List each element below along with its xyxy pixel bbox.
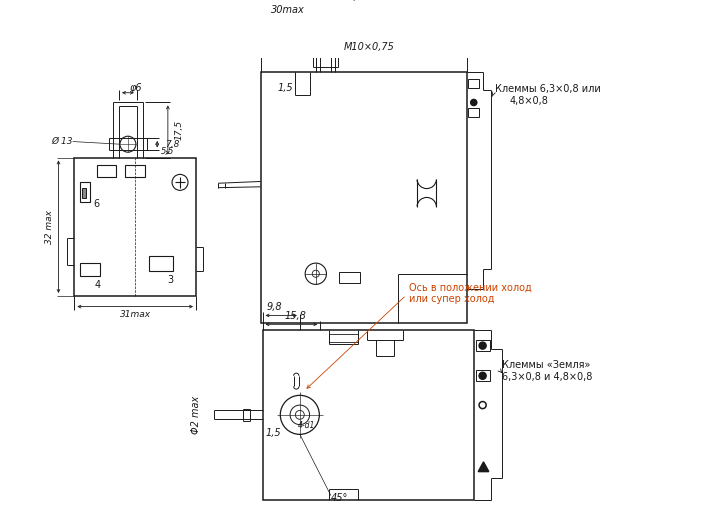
- Text: 4,8×0,8: 4,8×0,8: [509, 96, 548, 106]
- Text: 7,8: 7,8: [165, 140, 179, 149]
- Bar: [82, 188, 86, 198]
- Bar: [80, 263, 100, 277]
- Text: 6,3×0,8 и 4,8×0,8: 6,3×0,8 и 4,8×0,8: [502, 372, 593, 382]
- Polygon shape: [478, 462, 489, 472]
- Text: 1,5: 1,5: [265, 428, 281, 438]
- Bar: [329, 334, 359, 342]
- Text: 17,5: 17,5: [174, 120, 183, 140]
- Circle shape: [471, 100, 477, 106]
- Text: 30max: 30max: [271, 5, 305, 15]
- Text: Ø 13: Ø 13: [51, 137, 73, 146]
- Text: 5,5: 5,5: [161, 147, 174, 156]
- Text: 1,5: 1,5: [278, 83, 294, 93]
- Text: 45°: 45°: [331, 493, 348, 503]
- Text: Φ2 max: Φ2 max: [191, 396, 201, 434]
- Bar: [97, 165, 116, 177]
- Text: Клеммы «Земля»: Клеммы «Земля»: [502, 360, 591, 369]
- Text: 31max: 31max: [120, 310, 151, 319]
- Text: Ось в положении холод: Ось в положении холод: [409, 283, 531, 293]
- Text: 32 max: 32 max: [45, 209, 54, 244]
- Bar: [262, 330, 474, 500]
- Bar: [148, 256, 174, 271]
- Circle shape: [479, 372, 486, 379]
- Bar: [261, 72, 466, 322]
- Text: 6: 6: [93, 199, 100, 208]
- Bar: [339, 272, 360, 283]
- Bar: [80, 182, 90, 202]
- Bar: [469, 108, 479, 117]
- Circle shape: [479, 342, 486, 349]
- Bar: [125, 165, 145, 177]
- Bar: [476, 341, 489, 351]
- Text: 15,8: 15,8: [285, 311, 307, 321]
- Text: 3: 3: [168, 275, 174, 285]
- Text: 9,8: 9,8: [266, 302, 282, 313]
- Bar: [74, 157, 196, 296]
- Text: φ6: φ6: [129, 83, 142, 93]
- Bar: [469, 79, 479, 88]
- Text: или супер холод: или супер холод: [409, 294, 495, 303]
- Bar: [476, 370, 489, 381]
- Text: 4: 4: [95, 280, 100, 291]
- Text: 4-d1: 4-d1: [299, 421, 316, 430]
- Text: 63,5 max: 63,5 max: [341, 0, 387, 2]
- Text: Клеммы 6,3×0,8 или: Клеммы 6,3×0,8 или: [495, 84, 601, 94]
- Text: M10×0,75: M10×0,75: [344, 42, 395, 53]
